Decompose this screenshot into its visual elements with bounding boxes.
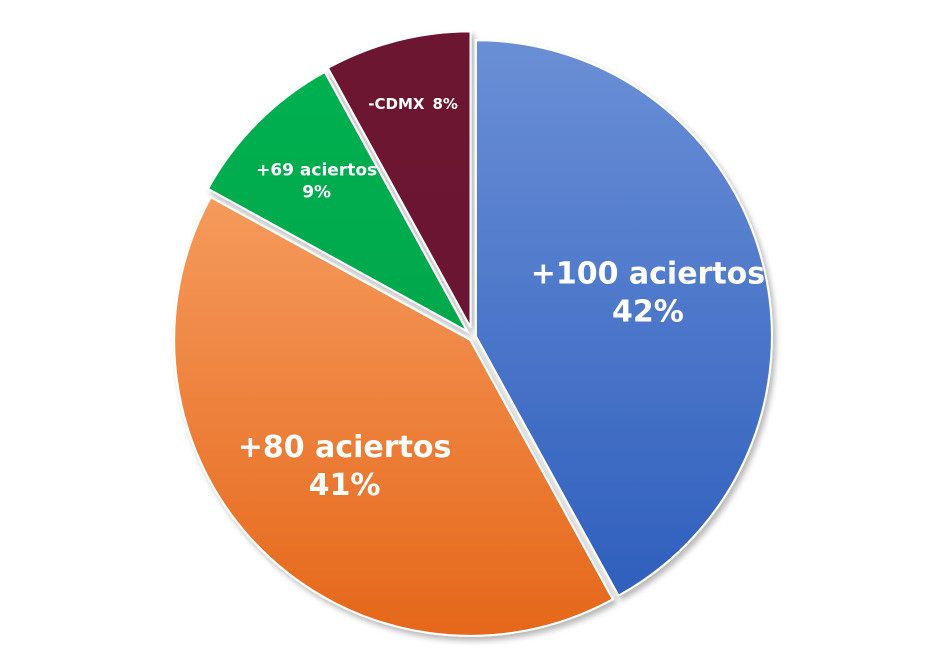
slice-pct-2: 41% xyxy=(309,468,381,503)
pie-slice-1 xyxy=(474,39,773,598)
slice-pct-4: 8% xyxy=(432,95,457,113)
slice-name-4: -CDMX xyxy=(368,95,425,113)
slice-name-3: +69 aciertos xyxy=(256,161,377,181)
slice-name-2: +80 aciertos xyxy=(238,430,452,465)
slice-pct-3: 9% xyxy=(302,183,331,203)
pie-slices xyxy=(173,30,773,637)
pie-slice-3 xyxy=(206,70,470,334)
slice-name-1: +100 aciertos xyxy=(531,257,765,292)
pie-slice-4 xyxy=(326,30,472,328)
pie-slice-2 xyxy=(173,195,615,637)
slice-pct-1: 42% xyxy=(612,295,684,330)
slice-label-4: -CDMX 8% xyxy=(368,95,458,113)
